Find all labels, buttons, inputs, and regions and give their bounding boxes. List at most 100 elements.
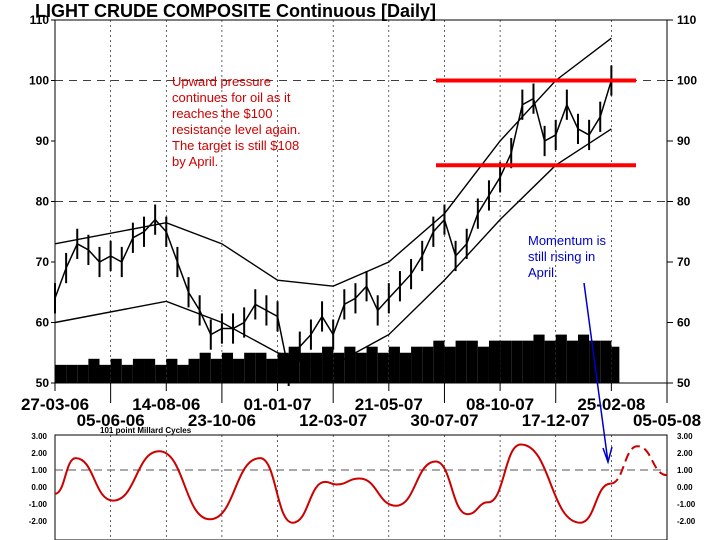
volume-bars	[55, 334, 620, 383]
volume-bar	[388, 346, 400, 383]
price-series	[54, 65, 613, 387]
volume-bar	[255, 352, 267, 383]
volume-bar	[210, 358, 222, 383]
x-tick-label: 17-12-07	[522, 411, 590, 430]
volume-bar	[266, 358, 278, 383]
volume-bar	[88, 358, 100, 383]
osc-y-tick-label: -2.00	[29, 517, 48, 526]
volume-bar	[366, 346, 378, 383]
volume-bar	[566, 340, 578, 383]
volume-bar	[533, 334, 545, 383]
y-tick-label: 70	[677, 255, 691, 269]
momentum-arrow	[583, 282, 609, 463]
y-tick-label: 80	[36, 195, 50, 209]
volume-bar	[577, 334, 590, 383]
resistance-lines	[436, 78, 636, 168]
volume-bar	[422, 346, 434, 383]
y-tick-label: 110	[30, 13, 50, 27]
grid	[54, 19, 668, 540]
annotation-line: reaches the $100	[172, 106, 272, 121]
volume-bar	[500, 340, 512, 383]
volume-bar	[166, 358, 178, 383]
y-tick-label: 90	[677, 134, 691, 148]
volume-bar	[522, 340, 534, 383]
volume-bar	[99, 364, 111, 383]
volume-bar	[244, 352, 256, 383]
x-tick-label: 01-01-07	[244, 395, 312, 414]
volume-bar	[344, 346, 356, 383]
volume-bar	[511, 340, 523, 383]
y-tick-label: 50	[36, 376, 50, 390]
volume-bar	[55, 364, 67, 383]
volume-bar	[333, 352, 345, 383]
cycle-oscillator: -2.00 -2.00 -1.00 -1.00 0.00 0.00 1.00 1.00 2.00…	[29, 432, 696, 526]
x-tick-label: 08-10-07	[466, 395, 534, 414]
osc-y-tick-label: 2.00	[677, 449, 693, 458]
volume-bar	[611, 346, 620, 383]
y-tick-label: 110	[677, 13, 697, 27]
volume-bar	[233, 358, 245, 383]
volume-bar	[488, 340, 501, 383]
volume-bar	[77, 364, 89, 383]
volume-bar	[411, 346, 423, 383]
volume-bar	[555, 334, 567, 383]
x-tick-label: 12-03-07	[299, 411, 367, 430]
osc-y-tick-label: 1.00	[677, 466, 693, 475]
volume-bar	[399, 352, 412, 383]
volume-bar	[155, 364, 167, 383]
x-tick-label: 23-10-06	[188, 411, 256, 430]
volume-bar	[322, 346, 334, 383]
volume-bar	[310, 352, 323, 383]
annotation-line: continues for oil as it	[172, 90, 291, 105]
channel-lower-line	[54, 128, 612, 366]
volume-bar	[144, 358, 156, 383]
oscillator-plot-frame	[54, 434, 668, 540]
volume-bar	[544, 340, 556, 383]
annotation-line: April.	[528, 265, 558, 280]
volume-bar	[277, 352, 289, 383]
annotation-line: Upward pressure	[172, 74, 271, 89]
x-tick-label: 25-02-08	[577, 395, 645, 414]
volume-bar	[477, 346, 489, 383]
volume-bar	[288, 346, 300, 383]
osc-y-tick-label: -1.00	[677, 500, 696, 509]
volume-bar	[455, 340, 467, 383]
volume-bar	[177, 364, 189, 383]
price-line	[54, 80, 613, 374]
volume-bar	[377, 352, 389, 383]
osc-y-tick-label: 3.00	[31, 432, 47, 441]
chart-title: LIGHT CRUDE COMPOSITE Continuous [Daily]	[35, 1, 436, 21]
y-tick-label: 60	[36, 316, 50, 330]
x-tick-label: 05-06-06	[77, 411, 145, 430]
y-tick-label: 90	[36, 134, 50, 148]
cycle-line-actual	[54, 443, 611, 524]
volume-bar	[466, 340, 478, 383]
osc-y-tick-label: 0.00	[677, 483, 693, 492]
osc-y-tick-label: 3.00	[677, 432, 693, 441]
annotation-line: Momentum is	[528, 233, 607, 248]
osc-y-tick-label: 2.00	[31, 449, 47, 458]
volume-bar	[188, 358, 200, 383]
cycle-line-projected	[610, 445, 668, 485]
y-tick-label: 70	[36, 255, 50, 269]
volume-bar	[132, 358, 145, 383]
annotation-line: still rising in	[528, 249, 595, 264]
annotation-line: resistance level again.	[172, 122, 301, 137]
osc-y-tick-label: 1.00	[31, 466, 47, 475]
x-tick-label: 27-03-06	[21, 395, 89, 414]
y-tick-label: 50	[677, 376, 691, 390]
axis-ticks: 27-03-06 14-08-06 01-01-07 21-05-07 08-10-07…	[21, 13, 701, 430]
volume-bar	[121, 364, 133, 383]
volume-bar	[66, 364, 78, 383]
x-tick-label: 14-08-06	[132, 395, 200, 414]
annotation-line: by April.	[172, 154, 218, 169]
channel-lines	[54, 37, 612, 366]
osc-y-tick-label: 0.00	[31, 483, 47, 492]
osc-y-tick-label: -1.00	[29, 500, 48, 509]
volume-bar	[110, 358, 122, 383]
channel-upper-line	[54, 37, 612, 287]
volume-bar	[221, 352, 234, 383]
